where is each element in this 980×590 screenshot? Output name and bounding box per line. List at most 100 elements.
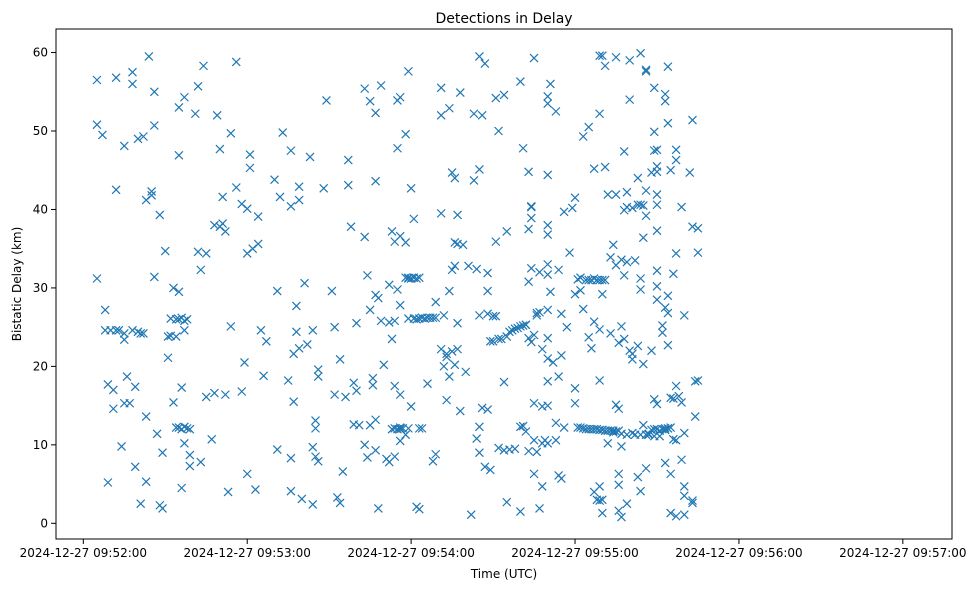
data-point (177, 383, 187, 392)
data-point (677, 455, 686, 465)
data-point (171, 314, 181, 324)
data-point (633, 173, 643, 183)
data-point (638, 201, 648, 210)
data-point (614, 338, 624, 348)
data-point (532, 308, 542, 318)
data-point (242, 469, 252, 479)
data-point (450, 360, 460, 370)
data-point (469, 176, 479, 185)
data-point (524, 446, 534, 456)
data-point (649, 83, 659, 93)
data-point (395, 423, 405, 433)
data-point (597, 495, 607, 505)
data-point (636, 486, 646, 496)
data-point (335, 498, 345, 508)
data-point (365, 96, 375, 106)
data-point (412, 274, 422, 283)
data-point (537, 482, 547, 491)
data-point (614, 404, 624, 414)
plot-area-frame (55, 28, 953, 540)
data-point (488, 336, 498, 346)
data-point (401, 129, 411, 139)
data-point (491, 237, 501, 247)
data-point (474, 52, 484, 61)
data-point (259, 371, 269, 381)
data-point (423, 379, 432, 389)
data-point (652, 399, 662, 409)
data-point (529, 435, 539, 445)
data-point (638, 359, 648, 369)
data-point (395, 300, 405, 310)
x-axis-label: Time (UTC) (470, 567, 537, 581)
data-point (663, 291, 673, 301)
data-point (349, 378, 359, 388)
data-point (190, 109, 200, 119)
data-point (210, 220, 219, 230)
data-point (453, 210, 462, 220)
data-point (614, 480, 624, 490)
data-point (245, 163, 255, 173)
data-point (294, 182, 304, 192)
data-point (352, 386, 361, 396)
data-point (529, 398, 539, 408)
data-point (395, 92, 405, 102)
data-point (554, 372, 564, 382)
data-point (515, 77, 525, 86)
data-point (149, 272, 159, 282)
data-point (352, 318, 361, 328)
data-point (627, 354, 637, 364)
data-point (559, 207, 569, 217)
data-point (617, 321, 626, 331)
data-point (226, 321, 236, 331)
data-point (556, 309, 566, 319)
data-point (474, 165, 484, 174)
data-point (622, 499, 632, 509)
x-tick-label: 2024-12-27 09:55:00 (511, 546, 638, 560)
data-point (543, 354, 553, 363)
data-point (300, 278, 310, 288)
data-point (373, 293, 383, 303)
data-point (518, 321, 528, 331)
data-point (245, 150, 255, 159)
data-point (343, 155, 353, 165)
data-point (119, 329, 129, 338)
data-point (395, 390, 405, 400)
data-point (371, 108, 381, 118)
data-point (617, 512, 626, 522)
data-point (308, 500, 318, 509)
data-point (543, 401, 553, 411)
data-point (546, 79, 555, 89)
data-point (679, 482, 689, 491)
data-point (483, 268, 493, 278)
data-point (174, 314, 184, 324)
data-point (690, 376, 700, 386)
data-point (505, 327, 514, 337)
data-point (652, 190, 662, 199)
data-point (576, 285, 585, 295)
data-point (149, 121, 159, 130)
data-point (447, 347, 457, 356)
data-point (595, 376, 605, 385)
data-point (663, 308, 673, 318)
data-point (499, 90, 509, 100)
data-point (179, 438, 189, 448)
data-point (354, 420, 364, 430)
data-point (589, 274, 599, 283)
data-point (141, 477, 151, 487)
data-point (313, 372, 323, 382)
data-point (253, 212, 263, 221)
data-point (371, 176, 381, 186)
data-point (679, 428, 689, 438)
data-point (158, 503, 167, 513)
data-point (529, 53, 539, 63)
data-point (401, 237, 411, 247)
data-point (431, 313, 441, 323)
data-point (595, 109, 605, 119)
data-point (231, 57, 241, 67)
data-point (201, 248, 211, 258)
data-point (390, 381, 400, 391)
data-point (193, 247, 203, 257)
data-point (275, 192, 285, 202)
data-point (608, 427, 618, 437)
data-point (179, 325, 189, 335)
